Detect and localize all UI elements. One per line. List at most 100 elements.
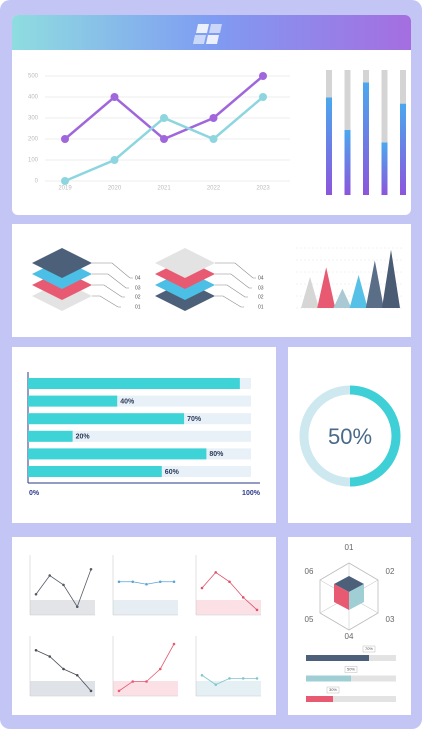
point bbox=[110, 93, 119, 101]
bar bbox=[344, 130, 351, 195]
point bbox=[158, 580, 162, 584]
point bbox=[241, 596, 245, 599]
hexagon-label: 06 bbox=[305, 567, 314, 576]
point bbox=[241, 677, 245, 680]
hexagon-label: 04 bbox=[345, 632, 354, 641]
value-label: 20% bbox=[76, 434, 91, 441]
band bbox=[30, 600, 95, 615]
point bbox=[209, 135, 218, 143]
hexagon bbox=[319, 562, 379, 631]
triangle-bar bbox=[349, 274, 368, 308]
band bbox=[113, 600, 178, 615]
point bbox=[172, 642, 176, 646]
layer-label: 03 bbox=[258, 285, 264, 291]
point bbox=[228, 580, 231, 584]
y-tick-label: 0 bbox=[35, 179, 39, 185]
panel bbox=[288, 537, 411, 715]
point bbox=[131, 580, 135, 584]
y-tick-label: 400 bbox=[28, 95, 39, 101]
x-tick-label: 2023 bbox=[256, 186, 270, 192]
point bbox=[61, 177, 69, 185]
point bbox=[214, 571, 218, 574]
triangle-bar bbox=[382, 249, 400, 308]
bar bbox=[28, 413, 185, 425]
point bbox=[160, 135, 168, 143]
point bbox=[117, 580, 121, 584]
point bbox=[172, 580, 176, 584]
x-tick-label: 100% bbox=[242, 490, 261, 497]
layer-label: 04 bbox=[258, 275, 264, 281]
bar bbox=[28, 466, 162, 477]
x-tick-label: 0% bbox=[29, 490, 40, 497]
bar bbox=[363, 82, 369, 195]
header-icon bbox=[193, 24, 222, 44]
point bbox=[160, 114, 168, 122]
bar bbox=[28, 395, 118, 407]
donut-arc bbox=[349, 385, 401, 487]
point bbox=[110, 156, 119, 164]
point bbox=[200, 673, 204, 677]
layer-label: 02 bbox=[135, 294, 141, 300]
point bbox=[75, 605, 79, 609]
layer-label: 03 bbox=[135, 285, 141, 291]
point bbox=[62, 667, 65, 671]
value-label: 80% bbox=[209, 451, 224, 458]
bar-track bbox=[28, 430, 251, 442]
bar bbox=[28, 430, 73, 442]
point bbox=[61, 135, 69, 143]
label-box bbox=[326, 686, 340, 694]
hexagon-label: 03 bbox=[386, 615, 395, 624]
x-tick-label: 2019 bbox=[58, 186, 72, 192]
triangle-bar bbox=[365, 260, 384, 308]
point bbox=[145, 582, 148, 586]
hexagon-label: 01 bbox=[345, 543, 354, 552]
point bbox=[48, 655, 52, 658]
point bbox=[158, 667, 162, 671]
layer-label: 04 bbox=[135, 275, 141, 281]
point bbox=[200, 586, 204, 590]
band bbox=[113, 681, 178, 696]
point bbox=[62, 583, 65, 587]
point bbox=[255, 608, 259, 612]
triangle-bar bbox=[333, 288, 352, 308]
bar bbox=[306, 675, 351, 682]
bar-track bbox=[306, 696, 396, 702]
triangle-bar bbox=[301, 276, 319, 308]
point bbox=[89, 689, 93, 693]
bar-track bbox=[28, 395, 251, 407]
y-tick-label: 300 bbox=[28, 116, 39, 122]
bar bbox=[306, 655, 369, 661]
value-label: 30% bbox=[329, 687, 337, 692]
point bbox=[48, 574, 52, 577]
point bbox=[255, 677, 259, 680]
value-label: 40% bbox=[120, 398, 135, 405]
bar-track bbox=[381, 70, 388, 195]
value-label: 60% bbox=[165, 469, 180, 476]
bar bbox=[381, 142, 388, 195]
x-tick-label: 2022 bbox=[207, 186, 221, 192]
value-label: 70% bbox=[365, 646, 373, 651]
y-tick-label: 200 bbox=[28, 137, 39, 143]
layer-label: 01 bbox=[135, 304, 141, 310]
point bbox=[209, 114, 218, 122]
hexagon-label: 02 bbox=[386, 567, 395, 576]
bar bbox=[306, 696, 333, 702]
hexagon-label: 05 bbox=[305, 615, 314, 624]
point bbox=[34, 648, 38, 652]
x-tick-label: 2021 bbox=[157, 186, 171, 192]
point bbox=[34, 592, 38, 596]
band bbox=[196, 600, 261, 615]
bar bbox=[28, 378, 240, 389]
bar bbox=[400, 103, 406, 195]
point bbox=[131, 680, 135, 683]
bar bbox=[326, 97, 332, 195]
triangle-bar bbox=[317, 267, 336, 308]
label-box bbox=[344, 666, 358, 673]
layer-stack bbox=[32, 248, 256, 311]
donut-label: 50% bbox=[328, 424, 372, 449]
point bbox=[117, 689, 121, 693]
value-label: 50% bbox=[347, 667, 355, 672]
point bbox=[145, 680, 148, 683]
layer-label: 02 bbox=[258, 294, 264, 300]
